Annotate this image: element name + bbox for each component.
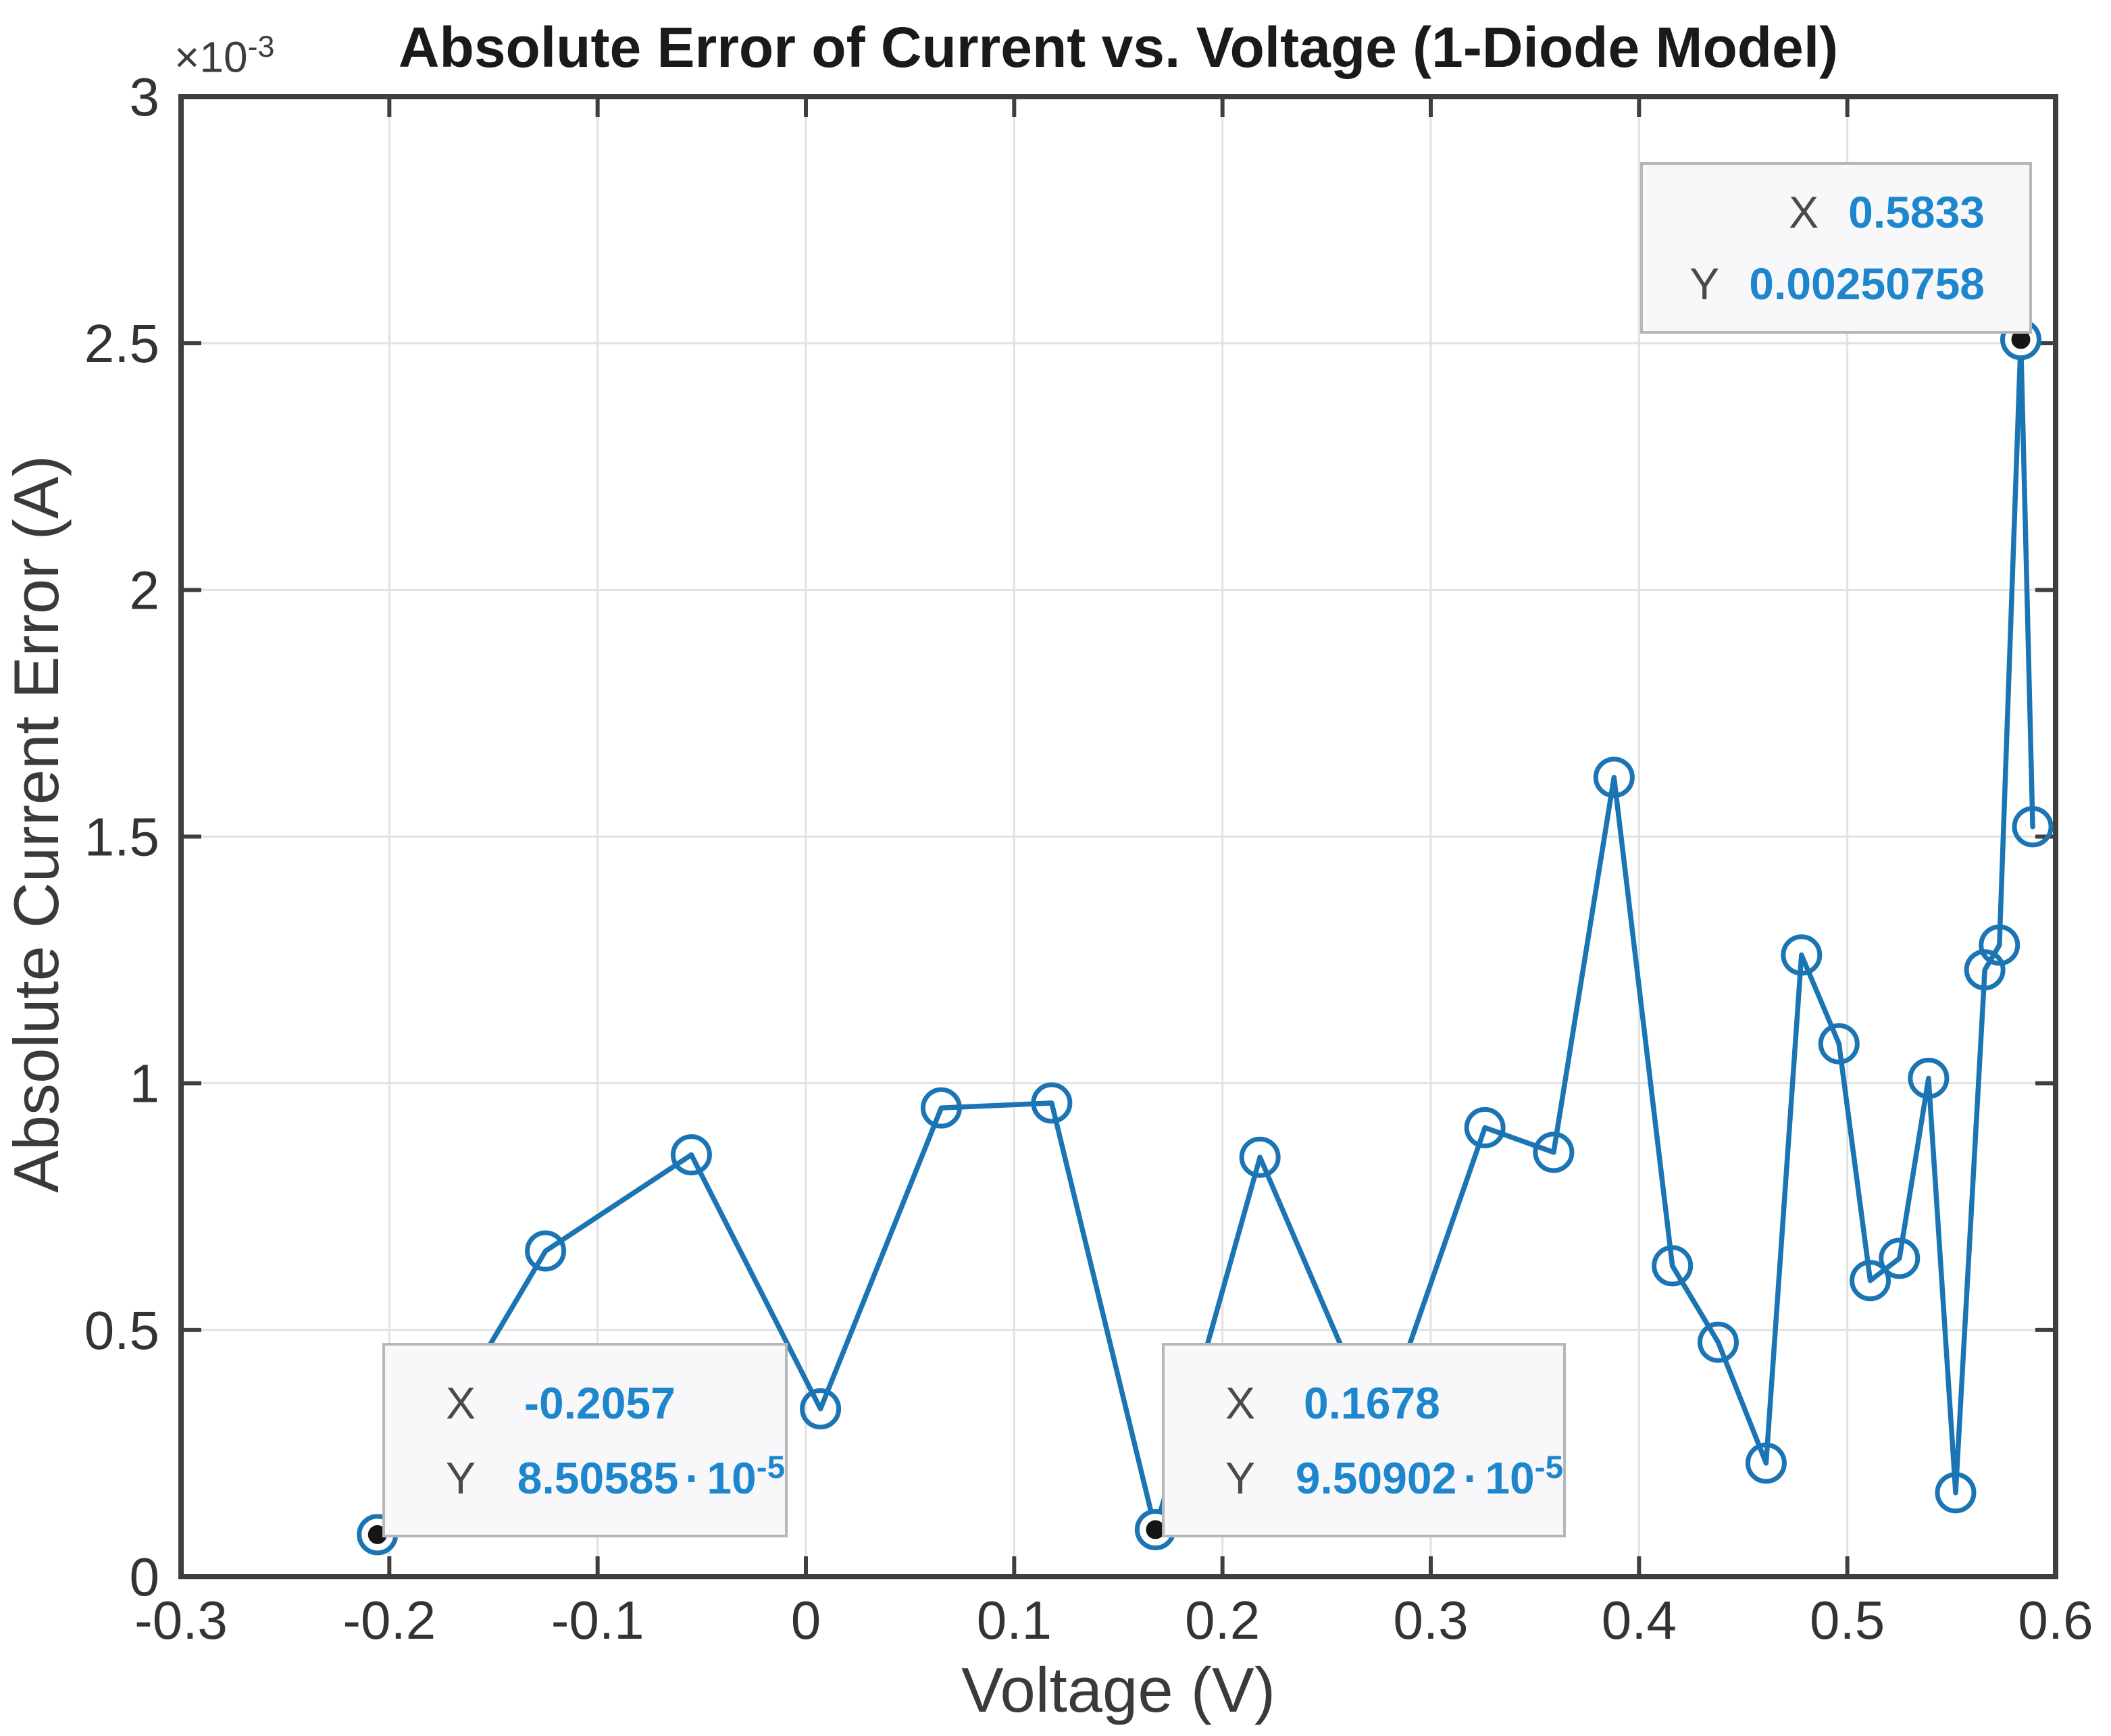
datatip-y-row: Y 9.50902 · 10-5: [1165, 1449, 1563, 1504]
x-tick-label: 0: [791, 1590, 821, 1650]
datatip-x-row: X 0.5833: [1789, 186, 2029, 238]
datatip-x-value: 0.1678: [1304, 1377, 1440, 1428]
offset-base: ×10: [174, 32, 248, 82]
datatip-x-row: X 0.1678: [1165, 1377, 1563, 1429]
x-tick-label: -0.1: [551, 1590, 644, 1650]
datatip-point-dot[interactable]: [1146, 1520, 1165, 1539]
data-marker[interactable]: [1533, 1131, 1575, 1173]
data-marker[interactable]: [920, 1087, 962, 1129]
x-tick-label: 0.3: [1393, 1590, 1468, 1650]
datatip-coord-label: X: [1225, 1377, 1256, 1428]
x-tick-label: 0.6: [2018, 1590, 2093, 1650]
datatip[interactable]: X 0.5833 Y 0.00250758: [1640, 162, 2032, 334]
datatip-y-value: 9.50902 · 10-5: [1295, 1449, 1563, 1503]
data-marker[interactable]: [1652, 1245, 1694, 1287]
data-marker[interactable]: [670, 1134, 712, 1176]
data-marker[interactable]: [1979, 924, 2020, 966]
chart-title: Absolute Error of Current vs. Voltage (1…: [398, 16, 1839, 79]
y-axis-label: Absolute Current Error (A): [1, 455, 72, 1193]
datatip-y-value: 0.00250758: [1749, 259, 1985, 309]
data-marker[interactable]: [1698, 1321, 1739, 1363]
y-tick-label: 2: [130, 560, 160, 620]
datatip-y-row: Y 0.00250758: [1689, 258, 2029, 309]
offset-exponent: -3: [247, 30, 275, 63]
data-marker[interactable]: [1464, 1106, 1506, 1148]
datatip-point-dot[interactable]: [2011, 330, 2031, 349]
x-tick-label: -0.2: [342, 1590, 436, 1650]
data-marker[interactable]: [1031, 1082, 1073, 1124]
data-marker[interactable]: [1239, 1136, 1281, 1178]
datatip[interactable]: X 0.1678 Y 9.50902 · 10-5: [1162, 1343, 1566, 1537]
y-tick-label: 2.5: [84, 313, 159, 374]
datatip-coord-label: Y: [1225, 1452, 1256, 1503]
y-axis-exponent-label: ×10-3: [174, 30, 274, 82]
datatip-point-dot[interactable]: [367, 1525, 387, 1544]
datatip-x-value: 0.5833: [1848, 187, 1985, 237]
y-tick-label: 1: [130, 1054, 160, 1114]
data-marker[interactable]: [1935, 1472, 1977, 1514]
data-marker[interactable]: [1781, 934, 1823, 976]
data-marker[interactable]: [1850, 1260, 1891, 1302]
data-marker[interactable]: [1908, 1057, 1950, 1099]
x-axis-label: Voltage (V): [961, 1654, 1276, 1725]
data-marker[interactable]: [1818, 1023, 1860, 1065]
y-tick-label: 1.5: [84, 807, 159, 867]
y-tick-label: 0.5: [84, 1300, 159, 1360]
data-marker[interactable]: [1879, 1237, 1921, 1279]
datatip-x-row: X -0.2057: [385, 1377, 785, 1429]
datatip-coord-label: X: [446, 1377, 476, 1428]
data-marker[interactable]: [800, 1388, 842, 1430]
data-line[interactable]: [375, 336, 2035, 1537]
x-tick-label: 0.4: [1602, 1590, 1677, 1650]
datatip-y-value: 8.50585 · 10-5: [517, 1449, 785, 1503]
datatip-x-value: -0.2057: [524, 1377, 676, 1428]
datatip-y-row: Y 8.50585 · 10-5: [385, 1449, 785, 1504]
x-tick-label: 0.1: [977, 1590, 1052, 1650]
datatip-coord-label: Y: [446, 1452, 476, 1503]
data-marker[interactable]: [525, 1230, 567, 1272]
datatip-coord-label: X: [1789, 187, 1819, 237]
data-marker[interactable]: [2012, 806, 2054, 848]
y-tick-label: 3: [130, 67, 160, 127]
data-marker[interactable]: [1593, 757, 1635, 798]
x-tick-label: -0.3: [134, 1590, 228, 1650]
datatip[interactable]: X -0.2057 Y 8.50585 · 10-5: [382, 1343, 788, 1537]
y-axis-label-wrap: Absolute Current Error (A): [0, 149, 81, 1500]
datatip-coord-label: Y: [1689, 259, 1720, 309]
data-marker[interactable]: [1745, 1442, 1787, 1484]
x-tick-label: 0.5: [1810, 1590, 1885, 1650]
x-tick-label: 0.2: [1185, 1590, 1260, 1650]
y-tick-label: 0: [130, 1547, 160, 1607]
